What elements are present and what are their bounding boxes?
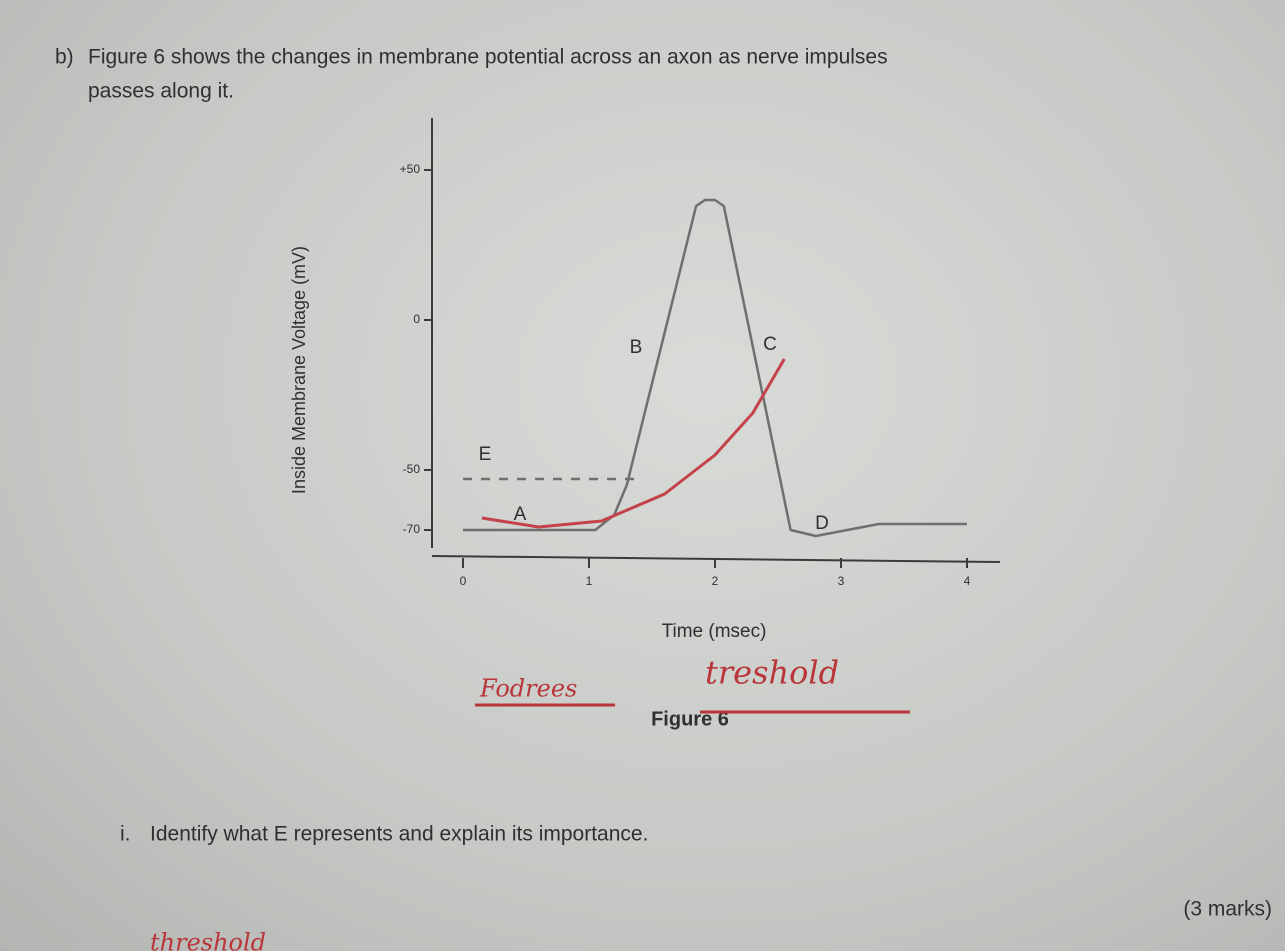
point-label: B xyxy=(630,337,643,358)
y-tick-label: +50 xyxy=(400,162,421,176)
marks: (3 marks) xyxy=(1183,898,1272,921)
y-axis-label: Inside Membrane Voltage (mV) xyxy=(289,246,309,494)
y-tick-label: 0 xyxy=(413,312,420,326)
handwritten-note: Fodrees xyxy=(479,675,577,703)
question-label: b) xyxy=(55,46,74,69)
x-tick-label: 0 xyxy=(460,574,467,588)
handwritten-note: threshold xyxy=(150,929,266,951)
point-label: A xyxy=(514,504,527,525)
handwritten-note: treshold xyxy=(705,654,839,692)
sub-question-label: i. xyxy=(120,823,131,846)
question-text: passes along it. xyxy=(88,80,234,103)
question-text: Figure 6 shows the changes in membrane p… xyxy=(88,46,888,69)
point-label: D xyxy=(815,513,829,534)
x-tick-label: 4 xyxy=(964,574,971,588)
x-tick-label: 2 xyxy=(712,574,719,588)
point-label: E xyxy=(479,444,492,465)
point-label: C xyxy=(763,334,777,355)
y-tick-label: -70 xyxy=(403,522,421,536)
data-line xyxy=(463,198,967,538)
x-tick-label: 3 xyxy=(838,574,845,588)
sub-question-text: Identify what E represents and explain i… xyxy=(150,823,648,846)
x-tick-label: 1 xyxy=(586,574,593,588)
y-tick-label: -50 xyxy=(403,462,421,476)
x-axis-label: Time (msec) xyxy=(662,621,767,642)
data-line xyxy=(481,358,786,529)
figure-caption: Figure 6 xyxy=(651,708,729,730)
